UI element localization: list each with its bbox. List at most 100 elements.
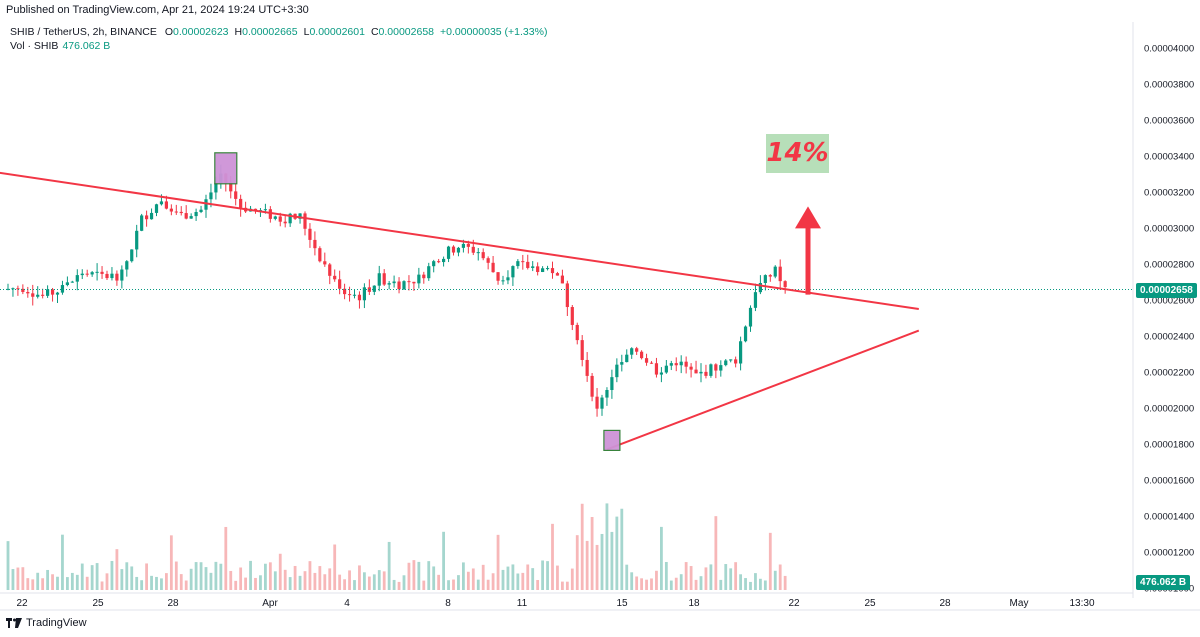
volume-bar — [80, 563, 84, 590]
candle-body — [734, 359, 738, 364]
price-tick: 0.00002200 — [1144, 368, 1194, 379]
volume-bar — [363, 572, 366, 590]
volume-bar — [56, 576, 59, 590]
volume-bar — [41, 578, 45, 590]
price-tick: 0.00001600 — [1144, 476, 1194, 487]
candle-body — [575, 324, 579, 341]
time-tick: 13:30 — [1069, 598, 1094, 609]
candle-body — [615, 364, 619, 378]
candle-body — [689, 366, 693, 370]
volume-bar — [754, 573, 757, 590]
volume-bar — [140, 580, 144, 590]
volume-bar — [66, 577, 69, 590]
candle-body — [555, 273, 560, 276]
volume-bar — [630, 572, 634, 590]
volume-bar — [422, 580, 426, 590]
candle-body — [313, 239, 317, 249]
price-tick: 0.00003800 — [1144, 80, 1194, 91]
candle-body — [669, 363, 673, 366]
candle-body — [41, 294, 45, 296]
candle-body — [253, 208, 258, 211]
volume-bar — [536, 580, 540, 590]
tradingview-logo-icon — [6, 618, 22, 628]
candle-body — [333, 275, 337, 280]
volume-bar — [318, 566, 322, 590]
symbol-label[interactable]: SHIB / TetherUS, 2h, BINANCE — [10, 26, 157, 38]
volume-bar — [432, 566, 436, 590]
volume-bar — [298, 575, 302, 590]
volume-bar — [763, 580, 767, 590]
volume-bar — [150, 575, 153, 590]
candle-body — [70, 281, 74, 283]
volume-bar — [546, 561, 549, 590]
candle-body — [729, 359, 733, 361]
volume-bar — [328, 568, 332, 590]
candle-body — [486, 258, 490, 263]
candle-body — [605, 390, 609, 398]
volume-bar — [367, 576, 371, 590]
candle-body — [714, 364, 718, 371]
candle-body — [278, 216, 282, 222]
volume-bar — [313, 572, 317, 590]
volume-bar — [669, 580, 673, 590]
candle-body — [704, 371, 708, 376]
candle-body — [625, 354, 629, 363]
candle-body — [189, 216, 193, 219]
candle-body — [352, 294, 357, 296]
candle-body — [536, 266, 540, 273]
candle-body — [65, 282, 69, 286]
candle-body — [184, 213, 188, 219]
candle-body — [417, 274, 421, 284]
volume-bar — [635, 576, 639, 590]
volume-bar — [486, 579, 490, 590]
volume-bar — [174, 561, 178, 590]
candle-body — [357, 294, 362, 301]
volume-bar — [620, 508, 624, 590]
volume-bar — [199, 562, 203, 590]
candle-body — [159, 201, 164, 205]
volume-bar — [625, 564, 629, 590]
candle-body — [521, 261, 525, 263]
volume-bar — [348, 570, 351, 590]
volume-bar — [457, 575, 460, 590]
volume-bar — [392, 579, 396, 590]
volume-bar — [283, 569, 287, 590]
candle-body — [516, 261, 520, 267]
candle-body — [387, 283, 391, 285]
candle-body — [640, 351, 644, 359]
volume-row: Vol · SHIB 476.062 B — [10, 39, 547, 53]
volume-bar — [259, 575, 262, 590]
volume-bar — [194, 562, 198, 590]
candle-body — [164, 201, 168, 209]
volume-bar — [264, 563, 267, 590]
price-tick: 0.00003600 — [1144, 116, 1194, 127]
volume-bar — [561, 581, 564, 590]
volume-bar — [729, 568, 733, 590]
volume-key[interactable]: Vol · SHIB — [10, 40, 59, 52]
volume-bar — [575, 535, 579, 590]
candle-body — [763, 275, 767, 283]
candle-body — [80, 273, 84, 276]
price-tick: 0.00003400 — [1144, 152, 1194, 163]
volume-bar — [466, 571, 470, 590]
volume-bar — [655, 570, 658, 590]
candle-body — [60, 285, 65, 293]
last-volume-label: 476.062 B — [1136, 575, 1191, 590]
candle-body — [288, 213, 292, 224]
candle-body — [432, 261, 436, 267]
candle-body — [343, 288, 347, 295]
volume-bar — [491, 573, 495, 590]
volume-bar — [219, 563, 223, 590]
volume-bar — [105, 573, 109, 590]
candle-body — [95, 271, 99, 273]
volume-bar — [120, 569, 124, 590]
high-marker — [214, 152, 238, 185]
volume-bar — [447, 580, 450, 590]
volume-bar — [293, 565, 297, 590]
candle-body — [209, 192, 213, 200]
volume-bar — [165, 573, 168, 590]
candle-body — [743, 326, 748, 342]
price-tick: 0.00001800 — [1144, 440, 1194, 451]
candle-body — [135, 230, 139, 250]
